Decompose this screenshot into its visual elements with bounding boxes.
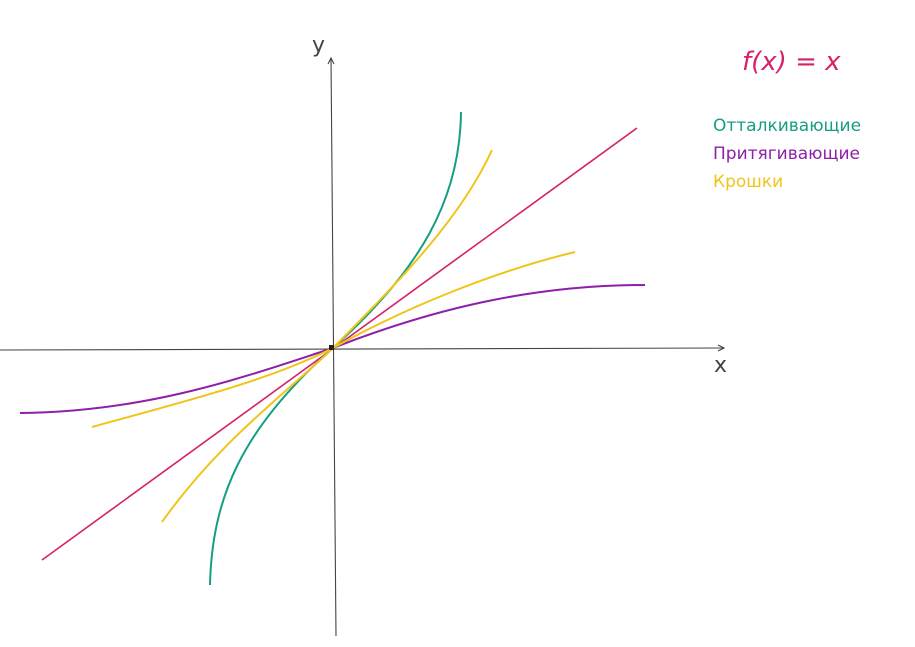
legend-item-attracting: Притягивающие bbox=[713, 144, 860, 164]
legend-item-repelling: Отталкивающие bbox=[713, 116, 862, 136]
legend-item-crumbs: Крошки bbox=[713, 172, 784, 192]
axes bbox=[0, 56, 726, 637]
y-axis-label: y bbox=[312, 33, 325, 58]
x-axis-label: x bbox=[714, 353, 727, 378]
x-axis-arrow-icon bbox=[717, 344, 726, 352]
formula-text: f(x) = x bbox=[742, 47, 841, 77]
origin-marker bbox=[329, 345, 334, 350]
x-axis bbox=[0, 347, 725, 351]
y-axis-arrow-icon bbox=[327, 56, 335, 65]
legend: Отталкивающие Притягивающие Крошки bbox=[713, 112, 861, 196]
